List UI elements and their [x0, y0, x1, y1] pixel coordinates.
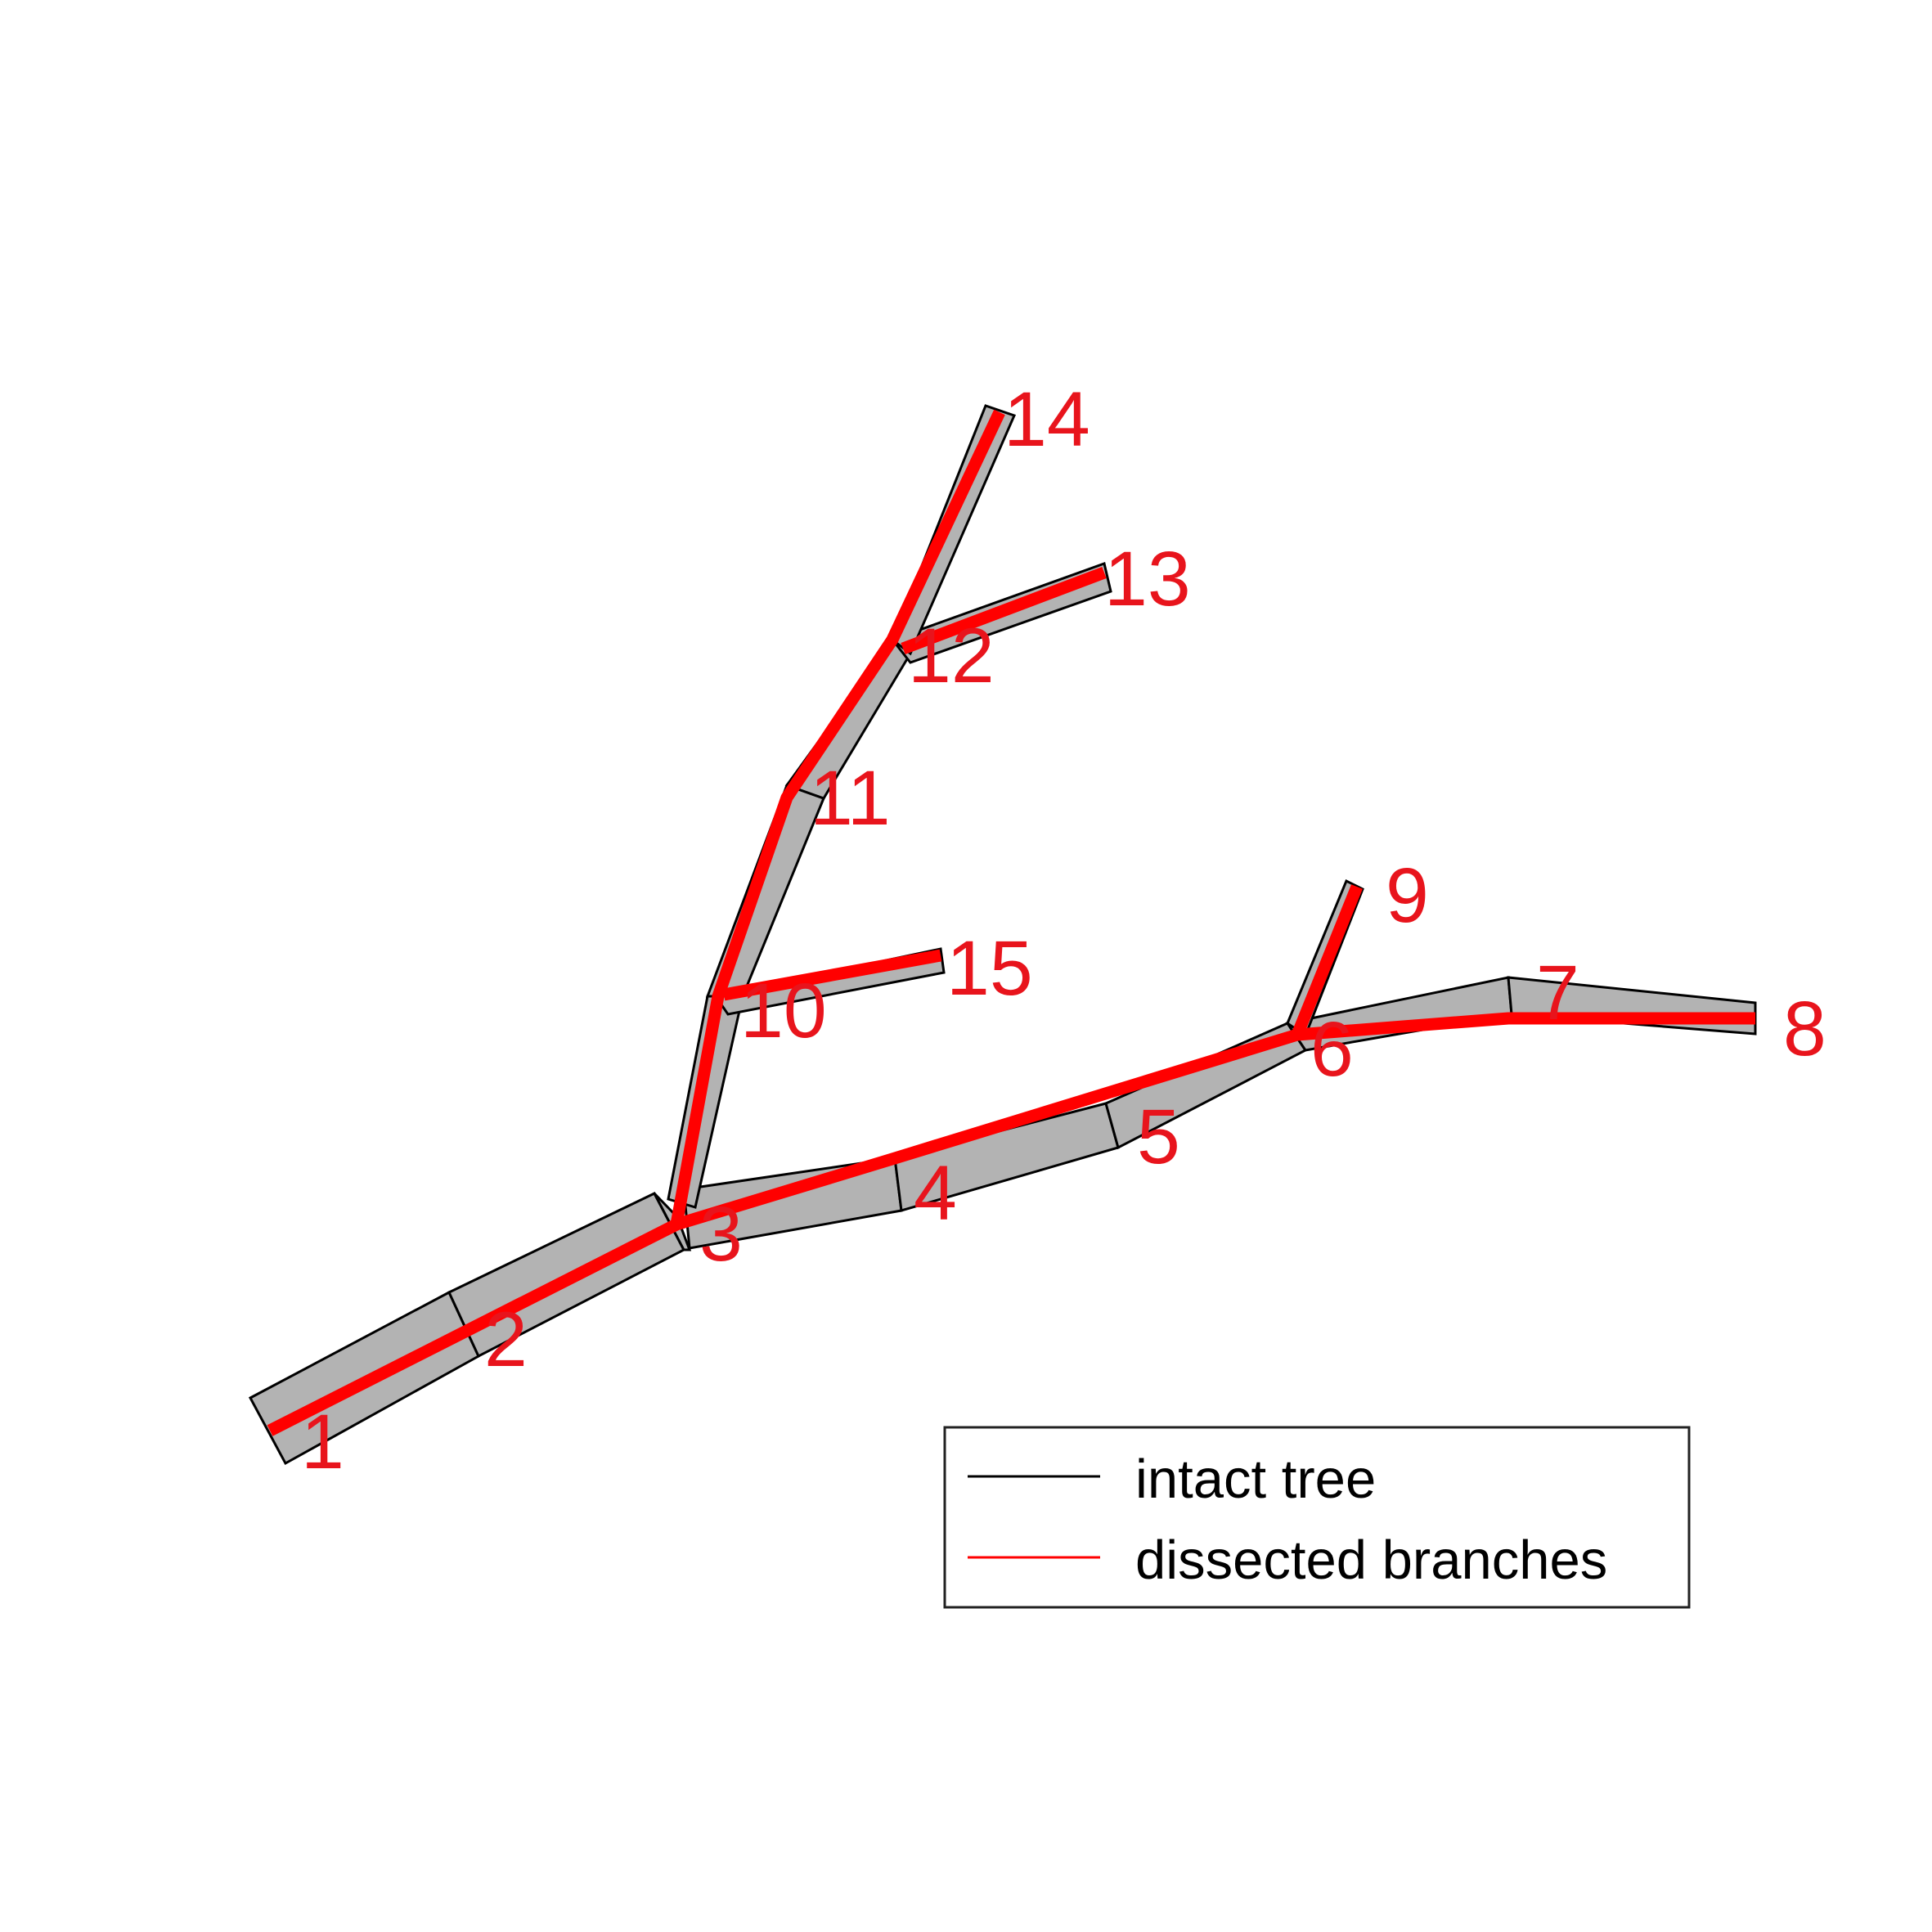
dissected-branch-lines: [267, 409, 1755, 1436]
dissected-line-main-axis: [267, 1012, 1755, 1436]
legend: intact tree dissected branches: [943, 1426, 1691, 1609]
node-label-10: 10: [740, 968, 827, 1054]
legend-intact-label: intact tree: [1135, 1449, 1376, 1510]
node-label-8: 8: [1783, 986, 1826, 1072]
node-label-14: 14: [1004, 376, 1090, 463]
node-label-4: 4: [914, 1150, 957, 1237]
legend-dissected-label: dissected branches: [1135, 1530, 1607, 1591]
node-label-6: 6: [1310, 1006, 1354, 1093]
node-label-12: 12: [908, 613, 995, 699]
node-label-2: 2: [484, 1296, 528, 1383]
legend-box: [943, 1426, 1691, 1609]
node-label-11: 11: [810, 755, 891, 842]
dissected-line-branch-9: [1292, 884, 1363, 1037]
node-label-3: 3: [699, 1191, 743, 1278]
dissected-line-branch-13: [901, 566, 1107, 655]
node-label-1: 1: [301, 1399, 344, 1485]
node-label-13: 13: [1104, 536, 1191, 622]
node-label-5: 5: [1137, 1094, 1180, 1180]
dissected-line-branch-15: [722, 949, 942, 1001]
node-label-9: 9: [1386, 852, 1429, 939]
node-label-15: 15: [946, 925, 1033, 1012]
node-label-7: 7: [1536, 950, 1579, 1036]
dissected-line-branch-10: [670, 409, 1005, 1226]
